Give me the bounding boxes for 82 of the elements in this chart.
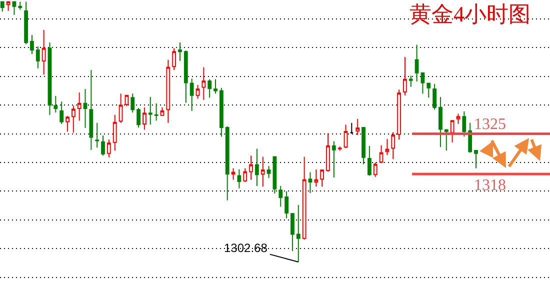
candlestick: [296, 204, 300, 262]
candlestick: [130, 93, 135, 114]
candlestick: [202, 66, 206, 100]
candlestick: [408, 75, 413, 88]
candlestick: [89, 70, 94, 150]
candlestick: [196, 84, 200, 100]
candlestick: [83, 88, 88, 129]
candlestick: [166, 59, 170, 124]
candlestick: [474, 150, 478, 169]
candlestick: [118, 93, 123, 124]
candlestick: [101, 135, 105, 156]
candlestick: [172, 48, 176, 71]
candlestick: [314, 168, 318, 188]
candlestick: [18, 1, 22, 10]
candlestick: [344, 124, 348, 149]
candlestick: [379, 144, 384, 164]
candlestick: [30, 34, 34, 54]
candlestick: [77, 92, 82, 122]
candlestick: [373, 162, 378, 178]
candlestick: [290, 212, 294, 252]
candlestick: [148, 96, 152, 126]
candlestick: [450, 120, 454, 143]
candlestick: [219, 87, 224, 138]
candlestick: [391, 132, 396, 160]
candlestick: [332, 140, 336, 178]
candlestick: [142, 106, 146, 130]
candlestick: [432, 83, 436, 110]
candlestick: [249, 155, 253, 180]
ref-line-label: 1325: [474, 116, 506, 133]
candlestick: [178, 42, 182, 62]
annotation: 1302.68: [224, 241, 268, 255]
candlestick: [66, 116, 70, 132]
candlestick: [160, 106, 164, 116]
candlestick: [397, 89, 401, 140]
candlestick: [184, 50, 188, 104]
candlestick: [254, 148, 259, 187]
candlestick: [136, 107, 140, 128]
candlestick: [403, 56, 407, 96]
candlestick: [54, 95, 58, 114]
candlestick: [36, 46, 40, 69]
candlestick: [124, 94, 129, 107]
candlestick: [367, 145, 372, 176]
candlestick: [42, 29, 46, 76]
candlestick: [385, 138, 390, 156]
candlestick: [272, 156, 277, 194]
candlestick: [231, 168, 236, 180]
candlestick: [190, 78, 194, 112]
candlestick: [284, 190, 288, 219]
chart-title: 黄金4小时图: [410, 2, 530, 27]
candlestick: [95, 122, 100, 148]
candlestick: [338, 146, 342, 151]
candlestick: [444, 129, 448, 151]
candlestick: [420, 72, 425, 94]
candlestick: [214, 78, 218, 94]
candlestick: [237, 168, 242, 189]
candlestick: [12, 1, 16, 16]
candlestick: [106, 139, 111, 158]
candlestick: [362, 126, 366, 165]
candlestick: [60, 101, 64, 125]
candlestick: [278, 186, 283, 208]
candlestick: [414, 44, 419, 82]
candlestick: [154, 102, 158, 122]
candlestick: [356, 118, 360, 136]
candlestick: [0, 1, 4, 12]
candlestick: [112, 114, 117, 151]
candlestick: [456, 113, 460, 125]
candlestick: [308, 172, 312, 194]
candlestick: [225, 126, 230, 201]
candlestick: [208, 78, 212, 98]
candlestick: [326, 132, 330, 172]
candlestick: [24, 1, 28, 45]
candlestick: [320, 169, 324, 188]
candlestick: [266, 165, 271, 179]
candlestick: [302, 156, 306, 240]
candlestick: [260, 156, 265, 188]
candlestick: [438, 96, 442, 148]
candlestick: [462, 110, 466, 138]
candlestick: [48, 42, 52, 116]
ref-line-label: 1318: [474, 177, 506, 194]
candlestick: [243, 168, 248, 183]
candlestick: [426, 82, 431, 98]
candlestick: [71, 105, 76, 134]
